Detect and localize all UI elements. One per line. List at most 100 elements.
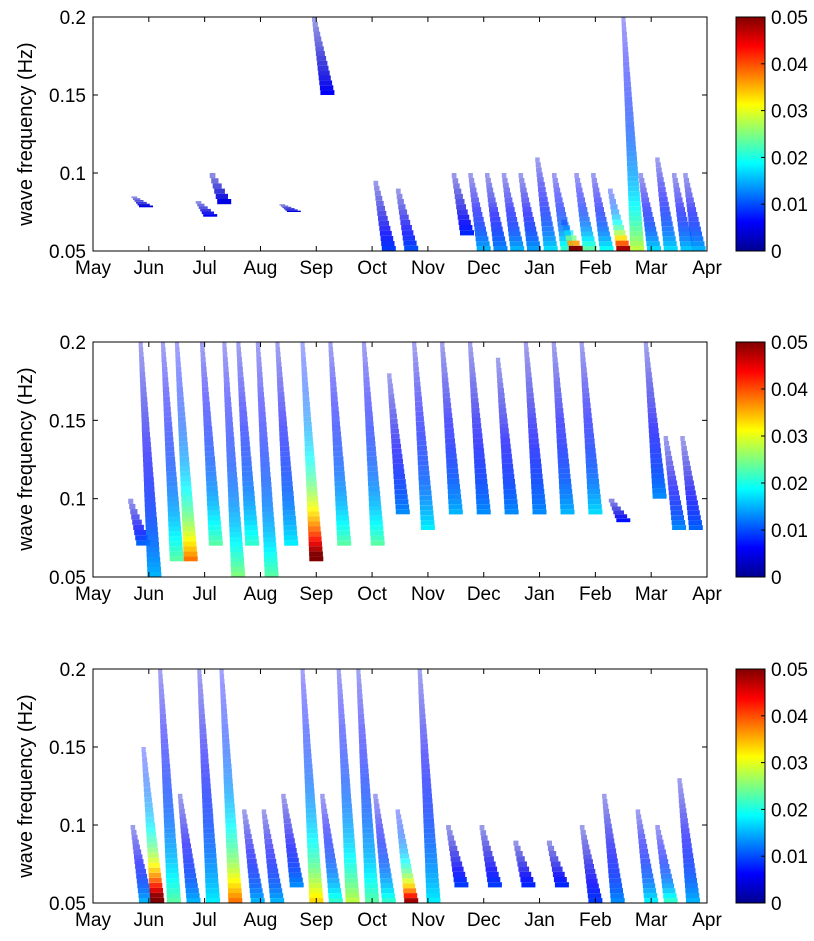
heatmap-cell <box>229 527 242 532</box>
heatmap-cell <box>144 802 153 808</box>
heatmap-cell <box>605 833 614 839</box>
heatmap-cell <box>199 723 206 729</box>
heatmap-cell <box>276 356 281 362</box>
heatmap-cell <box>447 835 455 841</box>
heatmap-cell <box>146 547 160 552</box>
heatmap-cell <box>301 688 307 694</box>
heatmap-cell <box>688 525 703 530</box>
heatmap-cell <box>597 226 609 232</box>
heatmap-cell <box>425 873 439 879</box>
heatmap-cell <box>313 31 321 37</box>
heatmap-cell <box>446 463 458 469</box>
heatmap-cell <box>206 496 219 501</box>
heatmap-cell <box>175 366 182 372</box>
heatmap-cell <box>531 494 545 500</box>
heatmap-cell <box>143 477 154 482</box>
heatmap-cell <box>507 221 519 227</box>
heatmap-cell <box>688 520 702 525</box>
heatmap-cell <box>680 246 695 251</box>
heatmap-cell <box>652 493 667 499</box>
heatmap-cell <box>457 209 468 215</box>
heatmap-cell <box>553 372 560 378</box>
x-tick-label: Jan <box>524 258 555 279</box>
heatmap-cell <box>474 463 486 469</box>
heatmap-cell <box>363 863 377 869</box>
heatmap-cell <box>184 878 197 884</box>
heatmap-cell <box>395 499 409 505</box>
heatmap-cell <box>338 708 345 714</box>
x-tick-label: Jul <box>192 258 216 279</box>
heatmap-cell <box>391 448 402 454</box>
heatmap-cell <box>203 823 214 829</box>
heatmap-cell <box>402 883 416 889</box>
heatmap-cell <box>145 807 154 813</box>
heatmap-event <box>608 498 631 523</box>
heatmap-cell <box>607 853 617 859</box>
heatmap-cell <box>421 778 431 784</box>
heatmap-cell <box>389 408 397 414</box>
heatmap-cell <box>305 803 316 809</box>
heatmap-cell <box>159 698 165 704</box>
heatmap-cell <box>304 431 313 437</box>
heatmap-cell <box>140 397 148 402</box>
heatmap-cell <box>473 443 484 449</box>
heatmap-cell <box>624 101 633 107</box>
heatmap-cell <box>655 825 660 830</box>
heatmap-cell <box>398 209 408 215</box>
heatmap-cell <box>392 464 404 469</box>
heatmap-cell <box>448 509 463 515</box>
heatmap-cell <box>524 357 530 363</box>
heatmap-cell <box>396 193 403 199</box>
heatmap-cell <box>199 733 207 739</box>
heatmap-cell <box>443 402 452 408</box>
heatmap-cell <box>402 878 415 884</box>
heatmap-cell <box>276 366 282 372</box>
heatmap-cell <box>481 835 488 841</box>
heatmap-cell <box>421 758 430 764</box>
heatmap-cell <box>683 858 694 864</box>
heatmap-cell <box>593 197 602 203</box>
heatmap-cell <box>380 236 394 241</box>
heatmap-cell <box>158 669 163 674</box>
heatmap-cell <box>185 888 199 894</box>
heatmap-cell <box>229 532 242 537</box>
heatmap-cell <box>683 868 696 874</box>
heatmap-cell <box>476 509 491 515</box>
heatmap-cell <box>230 542 243 547</box>
heatmap-cell <box>417 455 428 461</box>
heatmap-cell <box>258 417 267 422</box>
heatmap-cell <box>243 510 257 516</box>
heatmap-cell <box>320 793 325 799</box>
heatmap-cell <box>419 490 432 496</box>
heatmap-cell <box>240 431 249 437</box>
heatmap-cell <box>504 499 518 505</box>
heatmap-cell <box>397 824 404 830</box>
heatmap-cell <box>525 231 538 237</box>
heatmap-cell <box>468 347 473 353</box>
heatmap-cell <box>146 542 159 547</box>
heatmap-cell <box>663 893 677 899</box>
heatmap-cell <box>221 718 228 724</box>
heatmap-cell <box>682 853 694 859</box>
heatmap-cell <box>281 476 293 482</box>
colorbar-tick-label: 0.02 <box>771 148 808 169</box>
heatmap-cell <box>627 161 638 167</box>
heatmap-cell <box>199 718 206 724</box>
heatmap-cell <box>551 866 563 872</box>
heatmap-cell <box>381 888 395 894</box>
heatmap-cell <box>363 858 376 864</box>
heatmap-cell <box>242 814 248 820</box>
heatmap-cell <box>644 221 656 227</box>
heatmap-cell <box>587 483 600 489</box>
heatmap-cell <box>304 441 314 447</box>
heatmap-cell <box>627 176 639 182</box>
heatmap-cell <box>473 221 485 227</box>
heatmap-cell <box>222 738 230 744</box>
heatmap-cell <box>226 457 236 462</box>
heatmap-cell <box>527 246 541 251</box>
heatmap-cell <box>267 868 279 874</box>
heatmap-cell <box>669 500 682 506</box>
heatmap-cell <box>178 426 187 432</box>
heatmap-cell <box>553 367 559 373</box>
heatmap-cell <box>203 411 211 417</box>
